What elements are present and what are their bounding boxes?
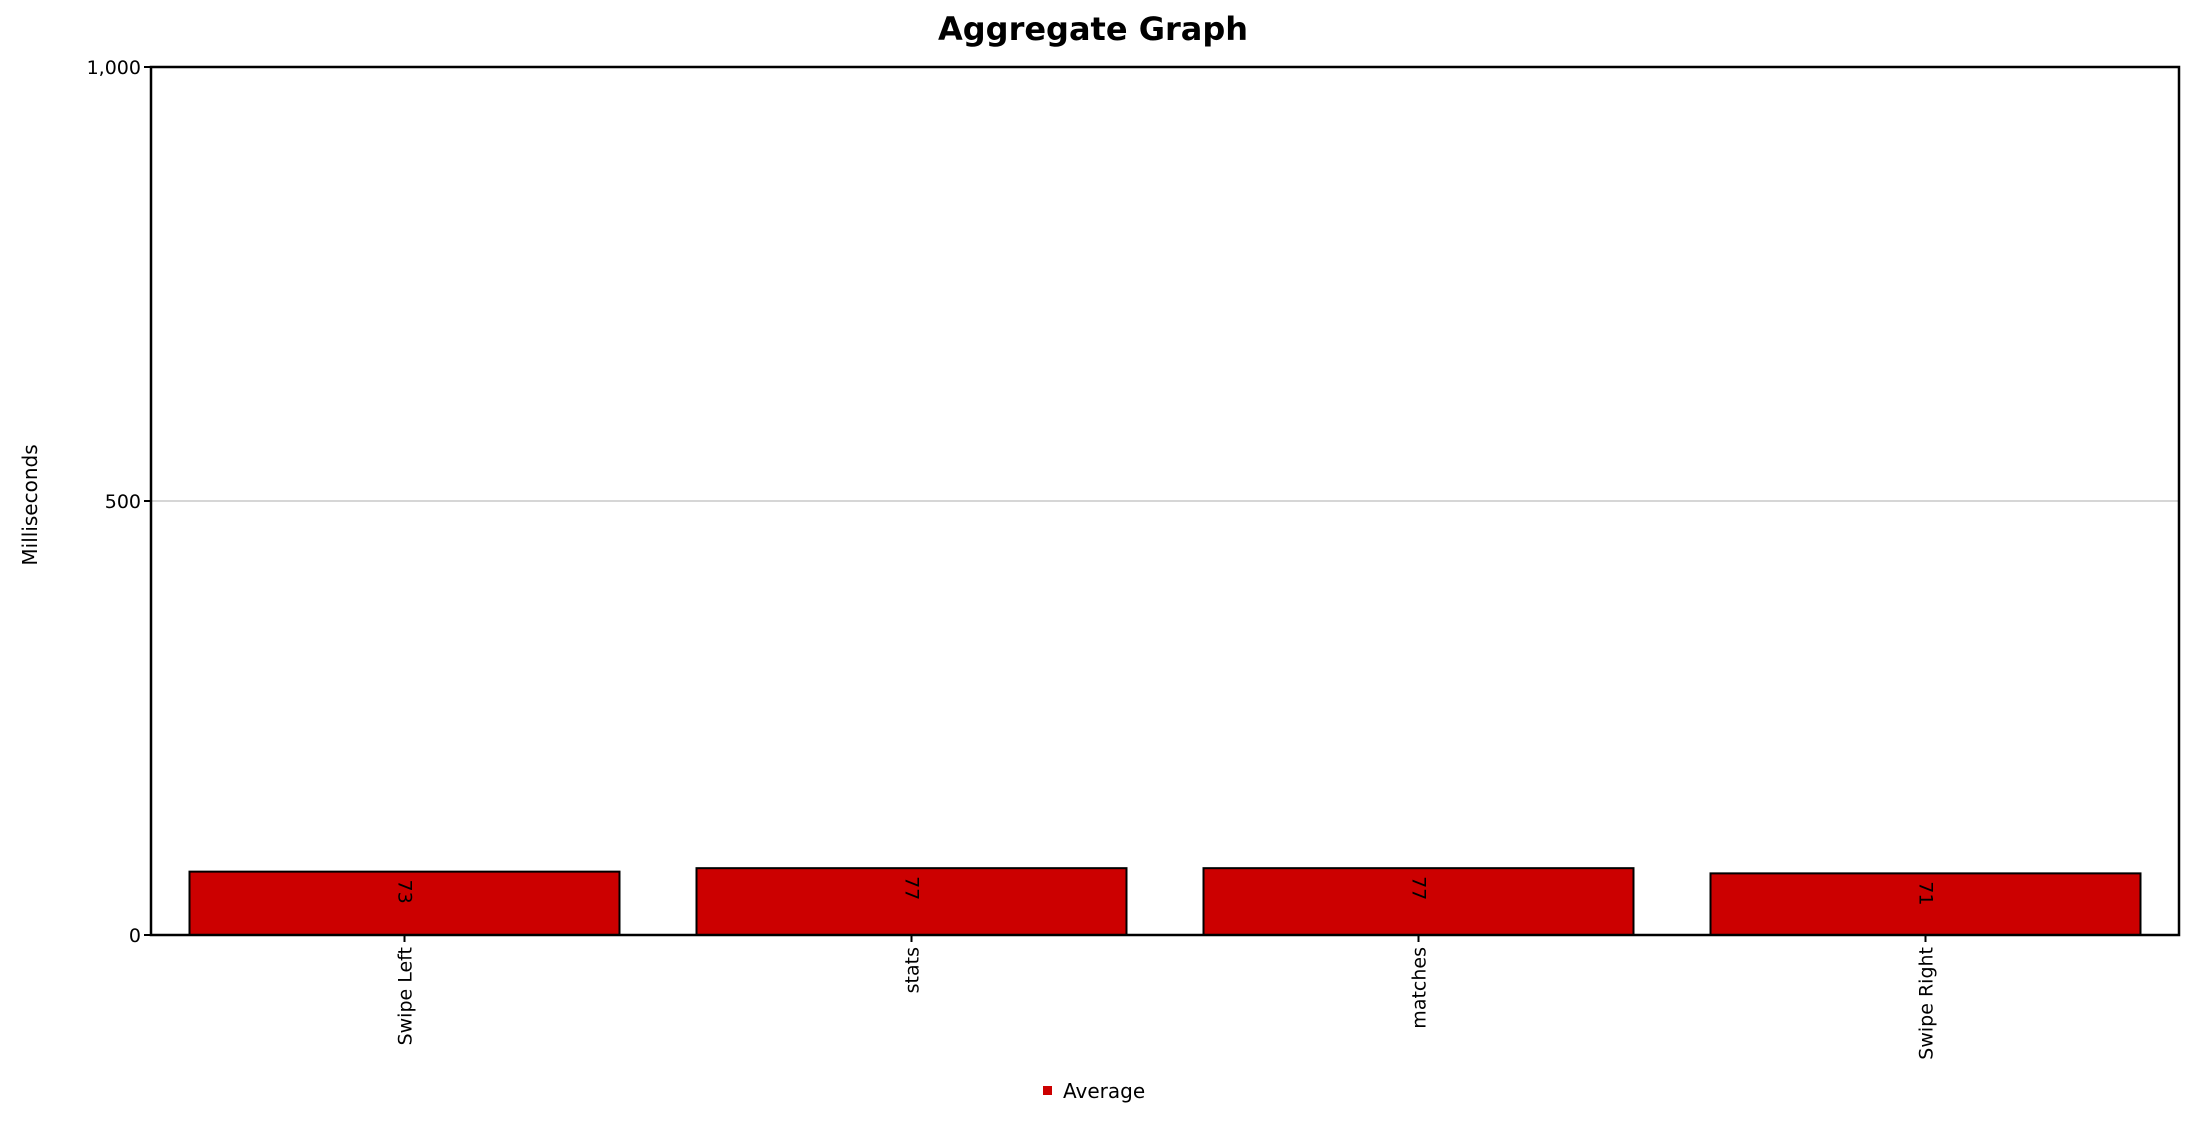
y-tick-label: 0: [129, 925, 141, 947]
bar-swipe-left: [188, 870, 621, 936]
chart-title: Aggregate Graph: [938, 10, 1248, 48]
plot-border: [149, 65, 2181, 937]
x-tick-label: matches: [1409, 947, 1431, 1029]
bar-data-label: 73: [394, 880, 416, 904]
grid-lines: [151, 67, 2179, 935]
x-tick-label: stats: [902, 947, 924, 993]
x-tick-label: Swipe Left: [395, 947, 417, 1045]
legend-swatch-average: [1043, 1086, 1052, 1095]
x-tick-label: Swipe Right: [1916, 947, 1938, 1060]
bar-data-label: 71: [1915, 881, 1937, 905]
y-tick-label: 1,000: [87, 57, 141, 79]
axes: 0 500 1,000 Swipe Left stats matches Swipe Rig…: [87, 57, 2181, 1060]
y-tick-label: 500: [105, 491, 141, 513]
bar-data-label: 77: [901, 876, 923, 900]
bars: 73 77 77 71: [188, 867, 2142, 937]
bar-stats: [695, 867, 1128, 936]
bar-data-label: 77: [1408, 876, 1430, 900]
y-axis-label: Milliseconds: [18, 444, 42, 565]
legend-label-average: Average: [1063, 1079, 1145, 1103]
legend: Average: [1043, 1079, 1145, 1103]
